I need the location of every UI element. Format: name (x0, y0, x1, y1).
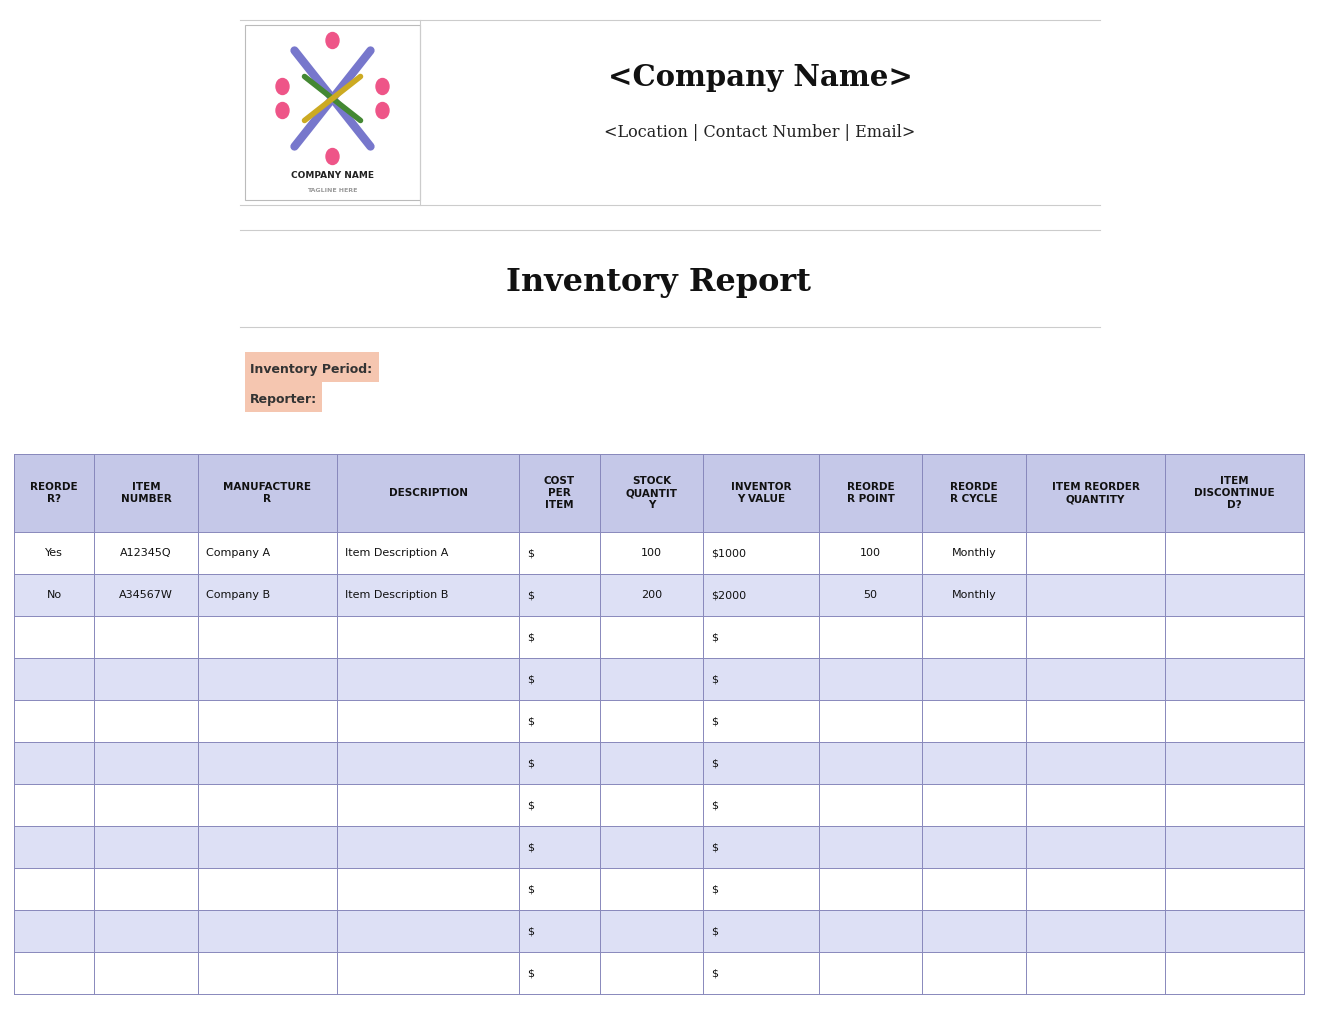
Text: $: $ (711, 926, 718, 936)
Text: A34567W: A34567W (119, 590, 173, 600)
Text: $: $ (527, 884, 535, 894)
Text: $: $ (527, 548, 535, 558)
Text: Item Description B: Item Description B (345, 590, 448, 600)
Ellipse shape (327, 149, 338, 165)
Text: $: $ (527, 632, 535, 642)
Text: 100: 100 (641, 548, 662, 558)
FancyBboxPatch shape (14, 574, 1304, 616)
FancyBboxPatch shape (14, 784, 1304, 826)
Text: ITEM
NUMBER: ITEM NUMBER (121, 482, 171, 504)
Text: DESCRIPTION: DESCRIPTION (389, 488, 468, 498)
FancyBboxPatch shape (14, 952, 1304, 994)
Text: $: $ (711, 716, 718, 726)
FancyBboxPatch shape (14, 616, 1304, 658)
Text: COST
PER
ITEM: COST PER ITEM (544, 476, 576, 510)
Text: $: $ (527, 590, 535, 600)
Text: $: $ (527, 926, 535, 936)
Text: 100: 100 (860, 548, 881, 558)
Ellipse shape (277, 102, 288, 118)
Text: $: $ (711, 632, 718, 642)
Text: $: $ (527, 968, 535, 978)
Text: $: $ (711, 674, 718, 684)
FancyBboxPatch shape (14, 910, 1304, 952)
FancyBboxPatch shape (14, 742, 1304, 784)
FancyBboxPatch shape (14, 454, 1304, 532)
FancyBboxPatch shape (14, 532, 1304, 574)
Text: REORDE
R CYCLE: REORDE R CYCLE (951, 482, 998, 504)
FancyBboxPatch shape (14, 658, 1304, 700)
Ellipse shape (375, 79, 389, 94)
Text: REORDE
R?: REORDE R? (30, 482, 78, 504)
Text: COMPANY NAME: COMPANY NAME (291, 172, 374, 181)
Ellipse shape (375, 102, 389, 118)
Text: $1000: $1000 (711, 548, 747, 558)
FancyBboxPatch shape (14, 700, 1304, 742)
Text: $: $ (711, 800, 718, 810)
Text: Inventory Report: Inventory Report (506, 267, 810, 297)
FancyBboxPatch shape (14, 868, 1304, 910)
FancyBboxPatch shape (245, 25, 420, 200)
Text: No: No (46, 590, 62, 600)
Text: REORDE
R POINT: REORDE R POINT (847, 482, 894, 504)
Text: Monthly: Monthly (952, 548, 997, 558)
Ellipse shape (327, 32, 338, 49)
Text: $: $ (527, 800, 535, 810)
Text: Company A: Company A (205, 548, 270, 558)
Text: Company B: Company B (205, 590, 270, 600)
Ellipse shape (277, 79, 288, 94)
FancyBboxPatch shape (245, 352, 379, 382)
Text: $: $ (527, 674, 535, 684)
Text: $: $ (527, 758, 535, 768)
Text: <Company Name>: <Company Name> (607, 63, 913, 92)
Text: Inventory Period:: Inventory Period: (250, 363, 373, 375)
Text: $: $ (711, 968, 718, 978)
Text: Reporter:: Reporter: (250, 392, 317, 405)
Text: ITEM REORDER
QUANTITY: ITEM REORDER QUANTITY (1051, 482, 1139, 504)
Text: 200: 200 (641, 590, 662, 600)
Text: $: $ (527, 716, 535, 726)
Text: ITEM
DISCONTINUE
D?: ITEM DISCONTINUE D? (1195, 476, 1275, 510)
Text: STOCK
QUANTIT
Y: STOCK QUANTIT Y (626, 476, 677, 510)
Text: TAGLINE HERE: TAGLINE HERE (307, 187, 358, 192)
Text: A12345Q: A12345Q (120, 548, 171, 558)
FancyBboxPatch shape (14, 826, 1304, 868)
FancyBboxPatch shape (245, 382, 321, 412)
Text: $: $ (711, 842, 718, 852)
Text: MANUFACTURE
R: MANUFACTURE R (224, 482, 311, 504)
Text: $: $ (711, 758, 718, 768)
Text: Monthly: Monthly (952, 590, 997, 600)
Text: Item Description A: Item Description A (345, 548, 448, 558)
Text: $: $ (711, 884, 718, 894)
Text: INVENTOR
Y VALUE: INVENTOR Y VALUE (731, 482, 792, 504)
Text: Yes: Yes (45, 548, 63, 558)
Text: $: $ (527, 842, 535, 852)
Text: <Location | Contact Number | Email>: <Location | Contact Number | Email> (605, 124, 915, 141)
Text: $2000: $2000 (711, 590, 747, 600)
Text: 50: 50 (864, 590, 877, 600)
